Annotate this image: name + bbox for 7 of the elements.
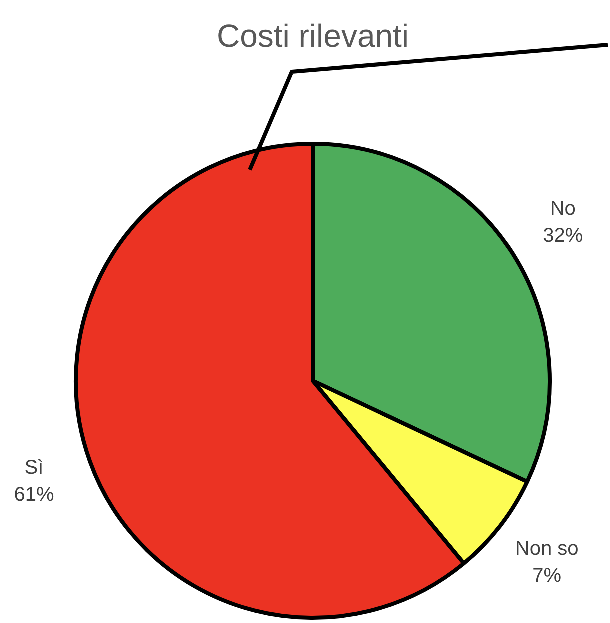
data-label: 61% <box>14 484 54 506</box>
data-label: 7% <box>532 565 562 588</box>
slice-label: Sì <box>24 456 44 479</box>
slice-label: No <box>550 198 576 220</box>
data-label: 32% <box>543 224 584 247</box>
chart-title: Costi rilevanti <box>216 18 410 54</box>
slice-label: Non so <box>515 538 579 560</box>
